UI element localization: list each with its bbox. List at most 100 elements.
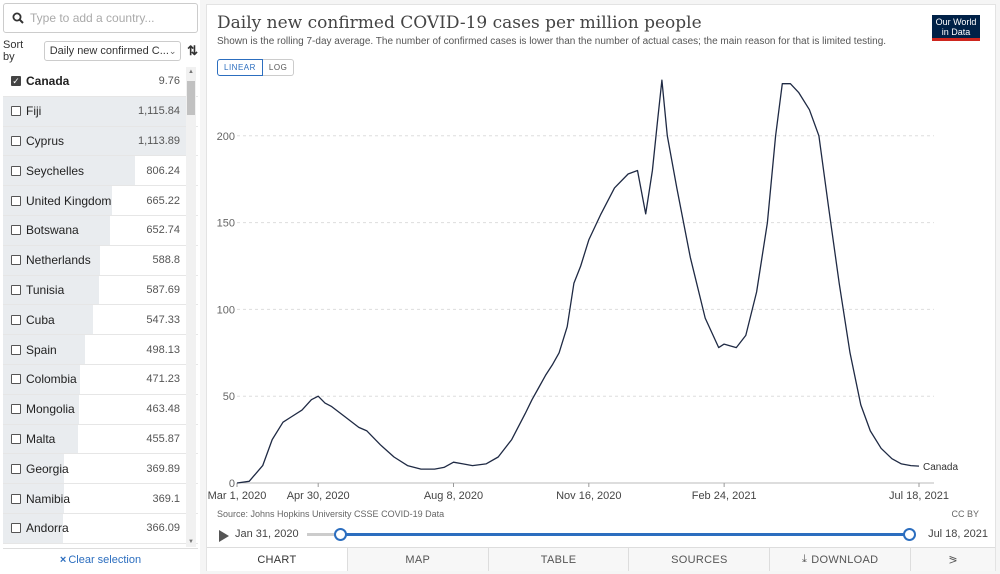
- log-scale-button[interactable]: LOG: [262, 59, 295, 76]
- country-value: 369.1: [152, 492, 180, 505]
- close-icon: ×: [59, 553, 67, 566]
- country-search-input[interactable]: [30, 11, 190, 25]
- country-checkbox[interactable]: [11, 493, 21, 504]
- country-checkbox[interactable]: [11, 225, 21, 236]
- country-row[interactable]: Mongolia 463.48: [3, 394, 198, 425]
- scrollbar-thumb[interactable]: [187, 81, 195, 115]
- x-tick-label: Nov 16, 2020: [556, 490, 621, 502]
- y-tick-label: 0: [229, 478, 235, 490]
- country-name: Andorra: [26, 521, 69, 536]
- country-value: 463.48: [146, 403, 180, 416]
- play-icon[interactable]: [219, 530, 229, 542]
- series-label: Canada: [923, 462, 958, 473]
- country-checkbox[interactable]: [11, 106, 21, 117]
- country-name: Namibia: [26, 491, 71, 506]
- chart-panel: Daily new confirmed COVID-19 cases per m…: [206, 4, 996, 571]
- country-checkbox[interactable]: [11, 523, 21, 534]
- timeline-start-handle[interactable]: [334, 528, 347, 541]
- country-row[interactable]: United Kingdom 665.22: [3, 186, 198, 216]
- country-value: 471.23: [146, 373, 180, 386]
- tab-table[interactable]: TABLE: [487, 548, 629, 571]
- share-button[interactable]: ⪖: [910, 548, 996, 571]
- license-label[interactable]: CC BY: [951, 509, 979, 519]
- country-checkbox[interactable]: [11, 344, 21, 355]
- country-name: Fiji: [26, 104, 42, 119]
- timeline-start-label: Jan 31, 2020: [235, 528, 299, 540]
- country-name: Cuba: [26, 312, 55, 327]
- country-value-bar: [3, 126, 186, 156]
- owid-logo[interactable]: Our World in Data: [932, 15, 980, 41]
- list-scrollbar[interactable]: ▲ ▼: [186, 67, 196, 547]
- download-icon: ⤓: [802, 553, 808, 565]
- country-value-bar: [3, 156, 136, 186]
- country-checkbox[interactable]: [11, 463, 21, 474]
- timeline-track[interactable]: [307, 528, 916, 541]
- country-row[interactable]: Cuba 547.33: [3, 305, 198, 336]
- country-row[interactable]: Tunisia 587.69: [3, 275, 198, 306]
- sort-select-value: Daily new confirmed C...: [49, 45, 169, 57]
- country-checkbox[interactable]: [11, 255, 21, 266]
- country-value: 652.74: [146, 224, 180, 237]
- clear-selection-button[interactable]: × Clear selection: [3, 548, 198, 570]
- chart-subtitle: Shown is the rolling 7-day average. The …: [217, 36, 887, 47]
- country-name: Seychelles: [26, 163, 85, 178]
- country-checkbox[interactable]: [11, 165, 21, 176]
- country-row[interactable]: Seychelles 806.24: [3, 156, 198, 187]
- country-sidebar: Sort by Daily new confirmed C... ⌄ ⇅ ✓ Ca…: [0, 0, 200, 574]
- country-value: 587.69: [146, 283, 180, 296]
- chart-source[interactable]: Source: Johns Hopkins University CSSE CO…: [217, 509, 445, 519]
- country-row[interactable]: Colombia 471.23: [3, 364, 198, 395]
- country-row[interactable]: Andorra 366.09: [3, 513, 198, 544]
- country-row[interactable]: Namibia 369.1: [3, 484, 198, 514]
- country-row[interactable]: ✓ Canada 9.76: [3, 67, 198, 97]
- country-row[interactable]: Spain 498.13: [3, 335, 198, 365]
- country-checkbox[interactable]: [11, 195, 21, 206]
- x-tick-label: Jul 18, 2021: [889, 490, 949, 502]
- country-checkbox[interactable]: [11, 284, 21, 295]
- timeline-end-label: Jul 18, 2021: [928, 528, 988, 540]
- country-name: United Kingdom: [26, 193, 112, 208]
- clear-selection-label: Clear selection: [68, 553, 142, 566]
- country-value: 369.89: [146, 462, 180, 475]
- country-value: 498.13: [146, 343, 180, 356]
- country-name: Netherlands: [26, 253, 91, 268]
- timeline: Jan 31, 2020 Jul 18, 2021: [215, 525, 990, 545]
- logo-line-1: Our World: [935, 17, 977, 27]
- sort-select[interactable]: Daily new confirmed C... ⌄: [43, 41, 182, 61]
- country-checkbox[interactable]: [11, 135, 21, 146]
- country-row[interactable]: Fiji 1,115.84: [3, 96, 198, 127]
- country-row[interactable]: Malta 455.87: [3, 424, 198, 455]
- country-value-bar: [3, 96, 186, 126]
- y-tick-label: 50: [223, 391, 235, 403]
- country-checkbox[interactable]: [11, 404, 21, 415]
- linear-scale-button[interactable]: LINEAR: [217, 59, 263, 76]
- country-checkbox[interactable]: [11, 433, 21, 444]
- tab-sources[interactable]: SOURCES: [628, 548, 770, 571]
- country-value-bar: [3, 186, 113, 215]
- timeline-end-handle[interactable]: [903, 528, 916, 541]
- scroll-down-icon[interactable]: ▼: [188, 539, 194, 545]
- country-value: 588.8: [152, 254, 180, 267]
- country-row[interactable]: Georgia 369.89: [3, 454, 198, 485]
- country-checkbox[interactable]: ✓: [11, 75, 21, 87]
- y-tick-label: 200: [217, 131, 235, 143]
- country-row[interactable]: Netherlands 588.8: [3, 245, 198, 276]
- line-chart: 0 50 100 150 200 Mar 1, 2020 Apr 30, 2020 Aug 8…: [208, 79, 958, 502]
- country-checkbox[interactable]: [11, 314, 21, 325]
- tab-map[interactable]: MAP: [346, 548, 488, 571]
- country-value: 455.87: [146, 432, 180, 445]
- sort-label: Sort by: [3, 39, 24, 63]
- series-line: [236, 79, 920, 484]
- sort-order-icon[interactable]: ⇅: [187, 43, 198, 58]
- x-tick-label: Apr 30, 2020: [287, 490, 350, 502]
- country-row[interactable]: Cyprus 1,113.89: [3, 126, 198, 157]
- country-checkbox[interactable]: [11, 374, 21, 385]
- tab-download[interactable]: ⤓ DOWNLOAD: [769, 548, 911, 571]
- tab-chart[interactable]: CHART: [207, 548, 347, 571]
- country-list: ✓ Canada 9.76 Fiji 1,115.84 Cyprus 1,113.89 Sey…: [3, 67, 198, 547]
- country-search[interactable]: [3, 3, 198, 33]
- scroll-up-icon[interactable]: ▲: [188, 69, 194, 75]
- country-name: Canada: [26, 74, 70, 89]
- country-row[interactable]: Botswana 652.74: [3, 215, 198, 246]
- country-value: 806.24: [146, 164, 180, 177]
